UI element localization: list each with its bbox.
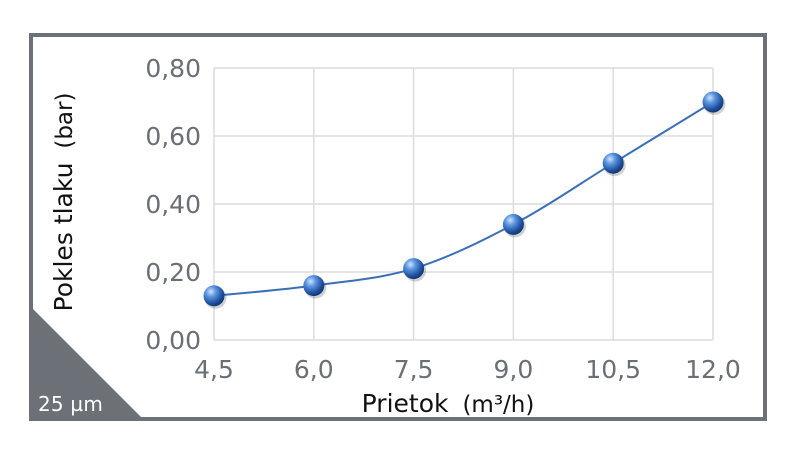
- filter-size-label: 25 µm: [38, 392, 104, 416]
- x-axis-title-unit: (m³/h): [462, 392, 534, 418]
- y-axis-title: Pokles tlaku (bar): [49, 93, 78, 312]
- y-axis-title-main: Pokles tlaku: [49, 163, 78, 312]
- data-point: [602, 152, 624, 174]
- data-point: [502, 213, 524, 235]
- x-axis-title-main: Prietok: [362, 389, 449, 418]
- y-tick-label: 0,60: [145, 122, 201, 151]
- y-tick-label: 0,40: [145, 190, 201, 219]
- y-tick-labels: 0,00 0,20 0,40 0,60 0,80: [145, 54, 201, 355]
- x-tick-labels: 4,5 6,0 7,5 9,0 10,5 12,0: [194, 355, 741, 384]
- x-axis-title: Prietok (m³/h): [362, 389, 535, 418]
- data-point: [203, 285, 225, 307]
- data-point: [403, 258, 425, 280]
- data-points: [203, 91, 726, 309]
- x-tick-label: 4,5: [194, 355, 234, 384]
- x-tick-label: 10,5: [585, 355, 641, 384]
- y-axis-title-unit: (bar): [52, 93, 78, 149]
- x-tick-label: 9,0: [494, 355, 534, 384]
- gridlines: [213, 67, 714, 341]
- data-point: [702, 91, 724, 113]
- y-tick-label: 0,80: [145, 54, 201, 83]
- series-line: [213, 101, 714, 297]
- x-tick-label: 12,0: [685, 355, 741, 384]
- chart-frame: [29, 33, 767, 421]
- y-tick-label: 0,20: [145, 258, 201, 287]
- x-tick-label: 7,5: [394, 355, 434, 384]
- corner-badge: [29, 305, 145, 421]
- y-tick-label: 0,00: [145, 326, 201, 355]
- x-tick-label: 6,0: [294, 355, 334, 384]
- data-point: [303, 275, 325, 297]
